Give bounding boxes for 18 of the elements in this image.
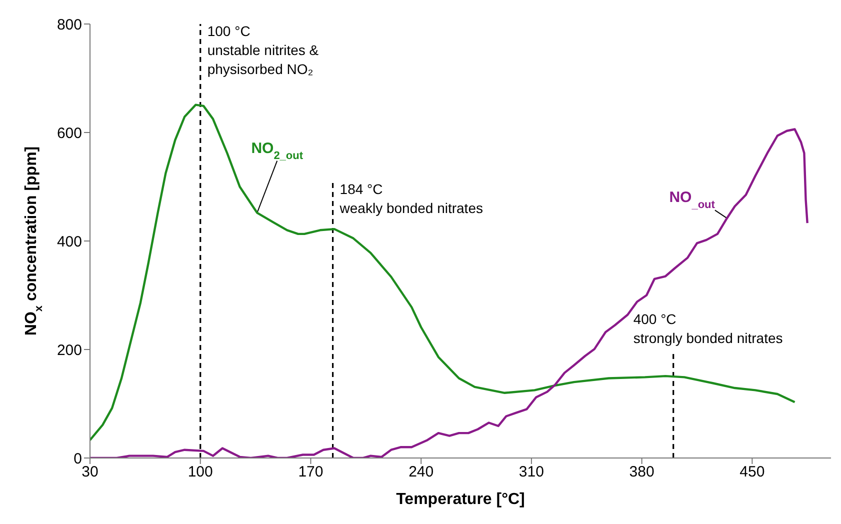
x-tick-label: 380: [629, 464, 654, 481]
series-label: NO$_{2_out}$: [251, 140, 304, 162]
x-tick-label: 240: [408, 464, 434, 481]
x-tick-label: 310: [518, 464, 544, 481]
y-tick-label: 200: [56, 342, 82, 359]
series-label: NO$_{_out}$: [669, 189, 716, 212]
x-tick-label: 170: [298, 464, 324, 481]
x-tick-label: 450: [740, 464, 765, 481]
y-tick-label: 400: [56, 233, 82, 250]
ref-line-label: 100 °C unstable nitrites & physisorbed NO₂: [207, 23, 320, 77]
y-tick-label: 0: [74, 450, 82, 468]
x-axis-title: Temperature [°C]: [396, 491, 525, 508]
y-tick-label: 600: [56, 124, 82, 142]
x-tick-label: 30: [82, 464, 98, 481]
y-tick-label: 800: [56, 16, 82, 34]
ref-line-label: 184 °C weakly bonded nitrates: [338, 181, 483, 216]
x-tick-label: 100: [188, 464, 213, 481]
ref-line-label: 400 °C strongly bonded nitrates: [633, 311, 783, 346]
